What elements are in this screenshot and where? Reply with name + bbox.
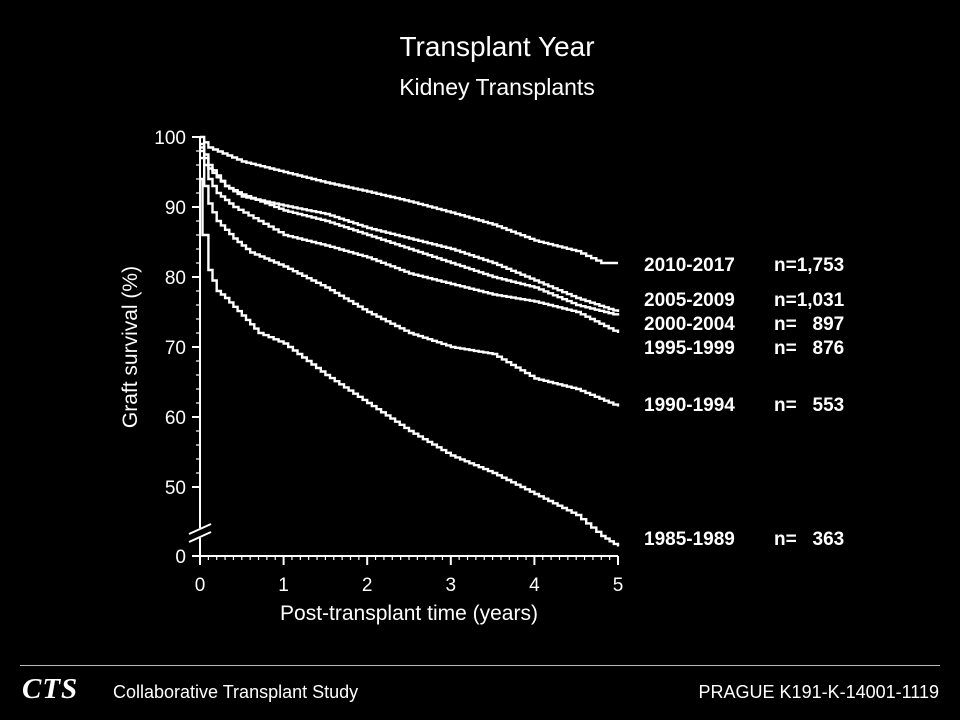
y-tick-label: 100 <box>154 128 186 149</box>
x-tick-label: 3 <box>446 575 457 596</box>
series-count: n= 897 <box>774 314 844 335</box>
axis-break-mark <box>188 523 212 535</box>
series-line-1990-1994 <box>200 156 620 407</box>
y-tick-label: 0 <box>175 547 186 568</box>
series-label: 1990-1994 <box>644 395 735 416</box>
y-axis-label: Graft survival (%) <box>119 266 142 428</box>
axis-break-mark <box>188 531 212 543</box>
y-tick-label: 70 <box>165 338 186 359</box>
slide-reference: PRAGUE K191-K-14001-1119 <box>698 682 939 702</box>
footer-divider <box>20 665 940 666</box>
cts-logo: CTS <box>22 673 79 705</box>
series-line-2010-2017 <box>200 135 618 265</box>
y-tick-label: 80 <box>165 268 186 289</box>
y-tick-label: 50 <box>165 478 186 499</box>
series-line-1985-1989 <box>200 177 620 547</box>
x-tick-label: 0 <box>195 575 206 596</box>
y-tick-label: 60 <box>165 408 186 429</box>
series-count: n= 876 <box>774 338 844 359</box>
series-lines <box>200 135 620 547</box>
series-label: 2010-2017 <box>644 255 735 276</box>
chart-subtitle: Kidney Transplants <box>399 74 595 100</box>
survival-chart: Transplant Year Kidney Transplants 10090… <box>119 31 845 625</box>
x-axis-label: Post-transplant time (years) <box>280 602 538 625</box>
series-line-2000-2004 <box>200 146 620 316</box>
axes <box>188 136 619 565</box>
series-count: n= 553 <box>774 395 844 416</box>
series-labels: 2010-2017 n=1,753 2005-2009 n=1,031 2000-200… <box>644 255 845 550</box>
series-count: n=1,031 <box>774 290 845 311</box>
series-label: 1985-1989 <box>644 529 735 550</box>
series-line-1995-1999 <box>200 149 620 333</box>
tick-labels: 100 90 80 70 60 50 00 1 2 3 4 5 <box>154 128 623 596</box>
series-count: n=1,753 <box>774 255 844 276</box>
x-tick-label: 1 <box>278 575 289 596</box>
x-tick-label: 4 <box>529 575 540 596</box>
series-line-2005-2009 <box>200 142 620 312</box>
series-label: 1995-1999 <box>644 338 735 359</box>
x-tick-label: 2 <box>362 575 373 596</box>
series-label: 2005-2009 <box>644 290 735 311</box>
series-count: n= 363 <box>774 529 844 550</box>
series-label: 2000-2004 <box>644 314 735 335</box>
x-tick-label: 5 <box>613 575 624 596</box>
study-name: Collaborative Transplant Study <box>113 682 359 702</box>
chart-title: Transplant Year <box>399 31 594 62</box>
y-tick-label: 90 <box>165 198 186 219</box>
